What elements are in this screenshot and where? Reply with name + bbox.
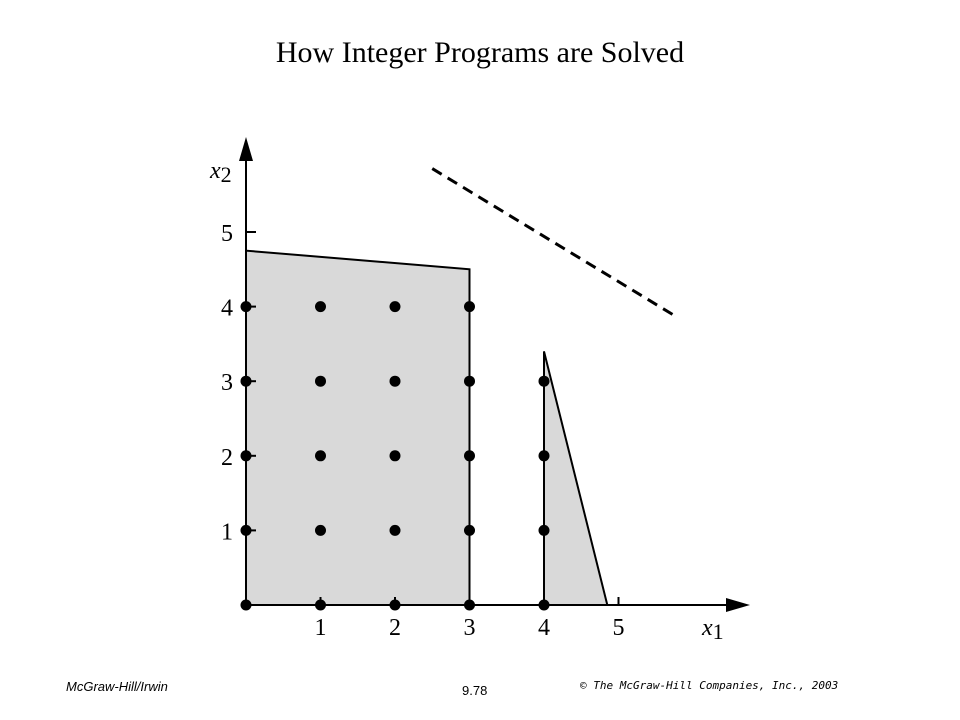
- x-axis-label-base: x: [701, 615, 713, 641]
- integer-points: [240, 301, 550, 611]
- integer-point: [240, 450, 252, 462]
- page-number: 9.78: [462, 683, 488, 698]
- y-tick-label: 3: [221, 370, 233, 396]
- y-tick-label: 4: [221, 296, 233, 322]
- integer-point: [389, 450, 401, 462]
- slide-title: How Integer Programs are Solved: [275, 36, 685, 69]
- integer-point: [240, 375, 252, 387]
- integer-point: [315, 375, 326, 387]
- axis-labels: x1 x2: [209, 158, 724, 644]
- integer-point: [464, 375, 475, 387]
- x-axis-arrow: [726, 598, 750, 612]
- objective-function-line: [431, 167, 679, 320]
- integer-point: [538, 599, 550, 611]
- x-axis-label: x1: [701, 615, 724, 644]
- y-tick-label: 1: [221, 519, 233, 545]
- region-left-subproblem: [245, 249, 471, 606]
- integer-point: [240, 599, 252, 611]
- integer-point: [240, 524, 252, 536]
- integer-point: [315, 599, 326, 611]
- integer-point: [464, 450, 475, 462]
- integer-point: [389, 301, 401, 313]
- integer-point: [315, 524, 326, 536]
- integer-point: [464, 301, 475, 313]
- x-tick-label: 1: [315, 615, 327, 641]
- integer-point: [389, 375, 401, 387]
- publisher: McGraw-Hill/Irwin: [66, 679, 168, 694]
- integer-point: [464, 599, 475, 611]
- x-axis-label-subscript: 1: [713, 619, 724, 644]
- x-tick-label: 3: [464, 615, 476, 641]
- integer-point: [389, 524, 401, 536]
- integer-point: [315, 450, 326, 462]
- objective-dashed-line: [431, 167, 679, 320]
- region-right-subproblem: [543, 351, 609, 606]
- y-axis-label: x2: [209, 158, 232, 187]
- y-tick-label: 2: [221, 445, 233, 471]
- integer-point: [538, 524, 550, 536]
- integer-point: [464, 524, 475, 536]
- integer-point: [240, 301, 252, 313]
- x-tick-label: 2: [389, 615, 401, 641]
- feasible-regions: [245, 249, 609, 606]
- integer-point: [538, 450, 550, 462]
- y-axis-arrow: [239, 137, 253, 161]
- y-tick-label: 5: [221, 221, 233, 247]
- copyright: © The McGraw-Hill Companies, Inc., 2003: [580, 679, 839, 692]
- integer-point: [538, 375, 550, 387]
- integer-point: [389, 599, 401, 611]
- y-axis-label-subscript: 2: [221, 162, 232, 187]
- x-tick-label: 5: [613, 615, 625, 641]
- x-tick-label: 4: [538, 615, 550, 641]
- y-axis-label-base: x: [209, 158, 221, 184]
- integer-point: [315, 301, 326, 313]
